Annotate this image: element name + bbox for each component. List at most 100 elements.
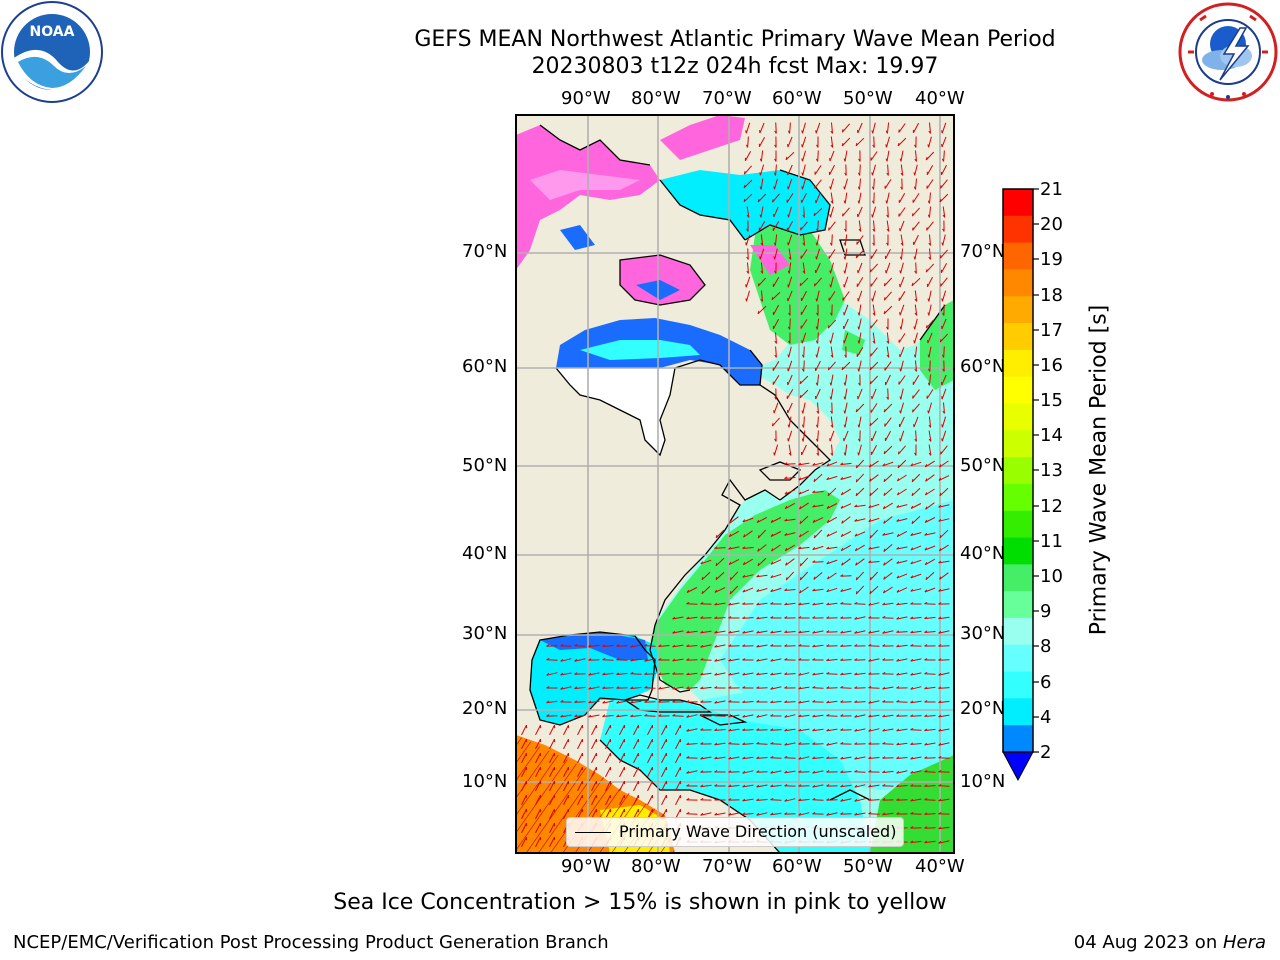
- wave-arrow-head: [826, 477, 830, 480]
- wave-arrow: [870, 151, 878, 161]
- wave-arrow: [829, 430, 835, 442]
- wave-arrow: [602, 715, 614, 717]
- wave-arrow-head: [546, 672, 550, 676]
- wave-arrow: [868, 517, 880, 523]
- wave-arrow-head: [896, 492, 900, 496]
- wave-arrow: [841, 361, 851, 371]
- colorbar-tick-label: 19: [1040, 249, 1063, 270]
- wave-arrow-head: [756, 798, 760, 801]
- wave-arrow: [840, 630, 852, 634]
- wave-arrow: [521, 738, 527, 750]
- wave-arrow: [619, 794, 625, 806]
- wave-arrow-head: [938, 714, 942, 718]
- wave-arrow-head: [774, 158, 777, 162]
- wave-arrow-head: [882, 506, 886, 510]
- wave-arrow: [743, 179, 753, 189]
- wave-arrow: [773, 402, 779, 414]
- wave-arrow-head: [840, 533, 844, 537]
- wave-arrow: [826, 742, 838, 746]
- wave-arrow-head: [886, 326, 889, 330]
- wave-arrow-head: [784, 644, 788, 647]
- wave-arrow: [546, 700, 558, 704]
- wave-arrow-head: [885, 144, 887, 148]
- wave-arrow-head: [857, 298, 859, 302]
- wave-arrow: [743, 530, 753, 538]
- wave-arrow-head: [911, 478, 914, 483]
- wave-arrow-head: [728, 728, 732, 732]
- colorbar-tick-label: 14: [1040, 425, 1063, 446]
- wave-arrow-head: [801, 158, 803, 162]
- wave-arrow: [714, 700, 726, 704]
- wave-arrow-head: [938, 770, 942, 773]
- wave-arrow: [914, 164, 918, 176]
- wave-arrow: [535, 836, 541, 848]
- wave-arrow: [591, 780, 597, 792]
- wave-arrow: [900, 388, 904, 400]
- wave-arrow: [910, 532, 922, 536]
- wave-arrow-head: [882, 728, 886, 732]
- wave-arrow-head: [858, 382, 861, 386]
- wave-arrow: [786, 220, 794, 232]
- colorbar-segment: [1003, 725, 1033, 753]
- wave-arrow: [549, 836, 555, 848]
- wave-arrow-head: [882, 742, 886, 745]
- wave-arrow-head: [843, 410, 846, 414]
- wave-arrow: [728, 546, 740, 550]
- wave-arrow-head: [714, 616, 718, 619]
- wave-arrow-head: [928, 256, 931, 260]
- sea-ice-note: Sea Ice Concentration > 15% is shown in …: [333, 890, 947, 915]
- wave-arrow: [896, 631, 908, 633]
- wave-arrow: [910, 658, 922, 662]
- wave-arrow-head: [760, 270, 764, 274]
- wave-arrow: [786, 193, 794, 203]
- wave-arrow: [912, 122, 920, 134]
- wave-arrow-head: [924, 630, 928, 633]
- wave-arrow: [924, 616, 936, 620]
- wave-arrow-head: [855, 576, 858, 581]
- wave-arrow: [841, 488, 851, 496]
- lat-label-right: 40°N: [960, 543, 1006, 564]
- wave-arrow: [914, 248, 918, 260]
- wave-arrow-head: [773, 186, 775, 190]
- wave-arrow-head: [715, 534, 718, 539]
- wave-arrow-head: [910, 812, 914, 815]
- wave-arrow-head: [816, 410, 819, 414]
- lat-label-right: 50°N: [960, 455, 1006, 476]
- wave-arrow-head: [742, 714, 746, 718]
- wave-arrow: [913, 234, 919, 246]
- wave-arrow-head: [938, 784, 942, 787]
- wave-arrow: [799, 515, 809, 525]
- wave-arrow: [746, 290, 750, 302]
- wave-arrow: [812, 784, 824, 788]
- wave-arrow-head: [939, 534, 942, 538]
- wave-arrow-head: [812, 686, 816, 689]
- wave-arrow: [700, 771, 712, 773]
- wave-arrow: [817, 150, 819, 162]
- wave-arrow: [840, 672, 852, 676]
- wave-arrow: [871, 206, 877, 218]
- wave-arrow: [885, 248, 891, 260]
- wave-arrow: [938, 616, 950, 620]
- wave-arrow: [900, 164, 904, 176]
- wave-arrow: [728, 812, 740, 816]
- wave-arrow-head: [799, 590, 802, 594]
- wave-arrow-head: [560, 686, 564, 690]
- wave-arrow: [728, 645, 740, 647]
- wave-arrow-head: [842, 213, 844, 217]
- wave-arrow-head: [812, 519, 816, 523]
- wave-arrow-head: [883, 562, 886, 566]
- wave-arrow-head: [686, 714, 690, 718]
- wave-arrow: [770, 700, 782, 704]
- wave-arrow-head: [784, 784, 788, 787]
- wave-arrow: [784, 742, 796, 746]
- wave-arrow: [883, 544, 893, 552]
- wave-arrow: [854, 616, 866, 620]
- wave-arrow: [910, 616, 922, 620]
- wave-arrow: [817, 416, 819, 428]
- wave-arrow: [658, 673, 670, 675]
- wave-arrow-head: [714, 713, 718, 717]
- wave-arrow-head: [700, 798, 704, 801]
- wave-arrow: [941, 318, 947, 330]
- wave-arrow-head: [658, 644, 662, 647]
- wave-arrow: [574, 673, 586, 675]
